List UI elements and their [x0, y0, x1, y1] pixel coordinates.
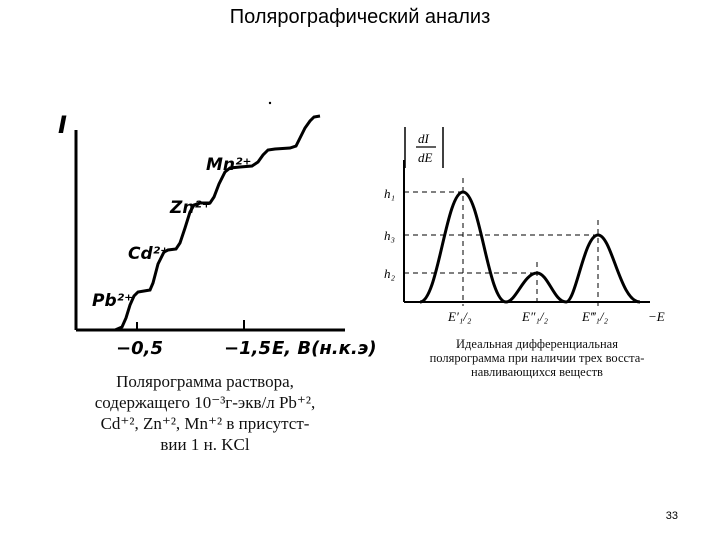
page-title: Полярографический анализ	[229, 6, 491, 28]
level-label-h1: h₁	[384, 186, 395, 201]
right-caption-line: навливающихся веществ	[471, 365, 603, 379]
left-y-axis-label: I	[58, 111, 67, 139]
left-polarogram: I −0,5 −1,5 E, B(н.к.э) Pb²⁺ Cd²⁺ Zn²⁺ M…	[58, 101, 377, 359]
left-x-axis-label: E, B(н.к.э)	[272, 338, 377, 359]
y-label-denominator: dE	[418, 150, 433, 165]
x-label-e2: E″₁/₂	[521, 309, 548, 324]
right-x-axis-label: −E	[648, 309, 665, 324]
level-label-h3: h₃	[384, 228, 395, 243]
right-differential-polarogram: dI dE h₁ h₃ h₂ E′₁/₂ E″₁/₂ E‴₁/₂ −E	[384, 127, 665, 324]
left-caption-line: вии 1 н. KCl	[160, 435, 250, 454]
wave-label-cd: Cd²⁺	[128, 244, 169, 264]
polarogram-curve	[114, 114, 321, 332]
page-number: 33	[665, 510, 678, 522]
right-caption-line: полярограмма при наличии трех восста-	[429, 351, 645, 365]
left-caption-line: Полярограмма раствора,	[116, 372, 294, 391]
tick-label-1-5: −1,5	[224, 338, 271, 359]
level-label-h2: h₂	[384, 266, 396, 281]
wave-label-zn: Zn²⁺	[169, 198, 211, 218]
wave-label-pb: Pb²⁺	[92, 291, 133, 311]
differential-curve	[419, 190, 641, 304]
wave-label-mn: Mn²⁺	[206, 155, 251, 175]
right-figure-caption: Идеальная дифференциальная полярограмма …	[392, 337, 682, 379]
left-figure-caption: Полярограмма раствора, содержащего 10⁻³г…	[40, 371, 370, 455]
tick-label-0-5: −0,5	[116, 338, 163, 359]
left-caption-line: Cd⁺², Zn⁺², Mn⁺² в присутст-	[100, 414, 310, 433]
left-caption-line: содержащего 10⁻³г-экв/л Pb⁺²,	[94, 393, 316, 412]
speck	[268, 101, 272, 105]
x-label-e3: E‴₁/₂	[581, 309, 609, 324]
x-label-e1: E′₁/₂	[447, 309, 472, 324]
y-label-numerator: dI	[418, 131, 430, 146]
right-caption-line: Идеальная дифференциальная	[456, 337, 618, 351]
